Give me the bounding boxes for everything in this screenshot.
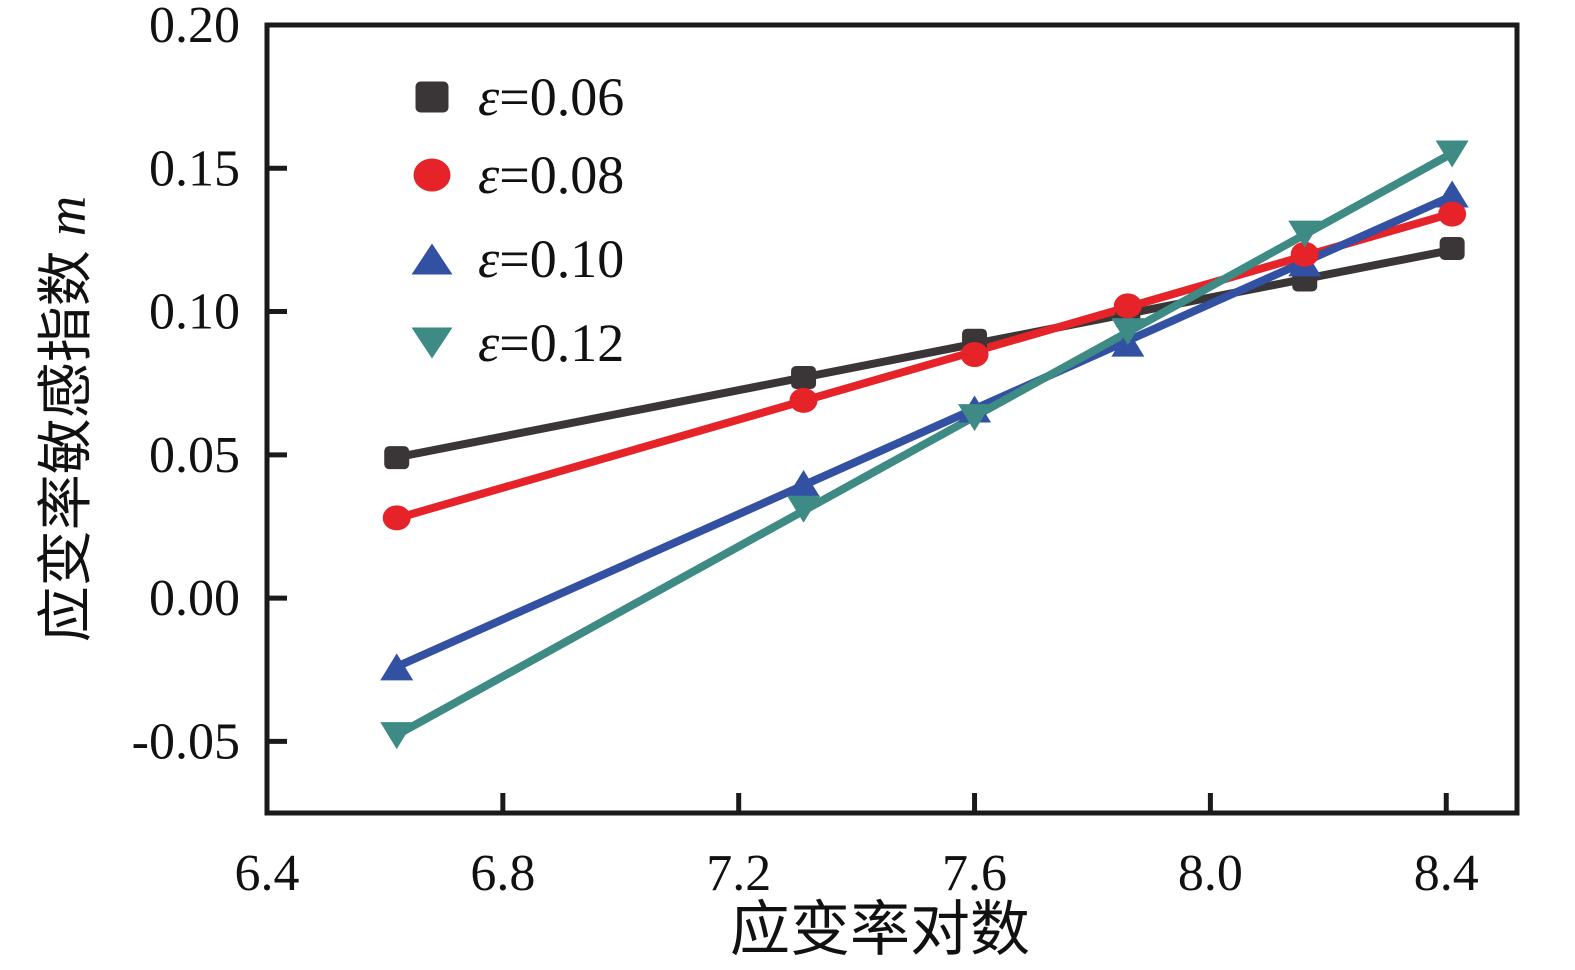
y-tick-label: 0.10 — [149, 284, 240, 341]
series-line-2 — [392, 192, 1457, 671]
x-axis: 6.4 6.8 7.2 7.6 8.0 8.4 — [235, 793, 1479, 902]
y-tick-label: 0.05 — [149, 427, 240, 484]
series-line-3 — [392, 149, 1457, 739]
series-line-1 — [392, 209, 1457, 523]
marker-s0-p1 — [791, 365, 817, 389]
plot-border — [264, 22, 1520, 816]
y-axis: -0.05 0.00 0.05 0.10 0.15 0.20 — [132, 0, 287, 770]
x-tick-label: 7.2 — [706, 845, 771, 902]
x-tick-label: 7.6 — [942, 845, 1007, 902]
x-axis-title: 应变率对数 — [730, 897, 1030, 963]
x-tick-label: 6.8 — [470, 845, 535, 902]
legend-label-3: ε=0.12 — [478, 313, 624, 373]
marker-s3-p0 — [380, 722, 414, 750]
marker-s1-p2 — [960, 342, 989, 368]
series-markers — [380, 140, 1469, 750]
marker-s3-p2 — [958, 404, 992, 432]
marker-s1-p3 — [1113, 293, 1142, 319]
x-tick-label: 8.0 — [1178, 845, 1243, 902]
marker-s2-p0 — [380, 653, 414, 681]
legend-item-2: ε=0.10 — [411, 229, 624, 289]
y-tick-label: 0.00 — [149, 570, 240, 627]
legend-label-2: ε=0.10 — [478, 229, 624, 289]
marker-s3-p3 — [1111, 318, 1145, 346]
marker-s1-p0 — [382, 505, 411, 531]
marker-s3-p1 — [787, 495, 821, 523]
marker-s0-p0 — [384, 446, 410, 470]
y-tick-label: 0.15 — [149, 140, 240, 197]
x-tick-label: 6.4 — [235, 845, 300, 902]
legend: ε=0.06 ε=0.08 ε=0.10 ε=0.12 — [411, 67, 624, 373]
x-tick-label: 8.4 — [1414, 845, 1479, 902]
series-line-0 — [392, 245, 1457, 462]
legend-item-1: ε=0.08 — [413, 145, 624, 205]
legend-marker-0 — [415, 81, 449, 113]
legend-item-0: ε=0.06 — [415, 67, 624, 127]
y-axis-title: 应变率敏感指数 m — [36, 196, 98, 642]
series-lines — [392, 149, 1457, 739]
legend-label-1: ε=0.08 — [478, 145, 624, 205]
y-tick-label: 0.20 — [149, 0, 240, 54]
legend-marker-1 — [413, 158, 451, 192]
legend-marker-2 — [411, 243, 453, 275]
marker-s3-p5 — [1435, 140, 1469, 168]
marker-s1-p5 — [1438, 201, 1467, 227]
marker-s3-p4 — [1288, 220, 1322, 248]
marker-s0-p5 — [1439, 237, 1465, 261]
marker-s2-p1 — [787, 469, 821, 497]
legend-item-3: ε=0.12 — [411, 313, 624, 373]
marker-s1-p1 — [789, 387, 818, 413]
marker-s2-p5 — [1435, 180, 1469, 208]
legend-label-0: ε=0.06 — [478, 67, 624, 127]
y-tick-label: -0.05 — [132, 713, 240, 770]
legend-marker-3 — [411, 327, 453, 359]
marker-s1-p4 — [1290, 241, 1319, 267]
